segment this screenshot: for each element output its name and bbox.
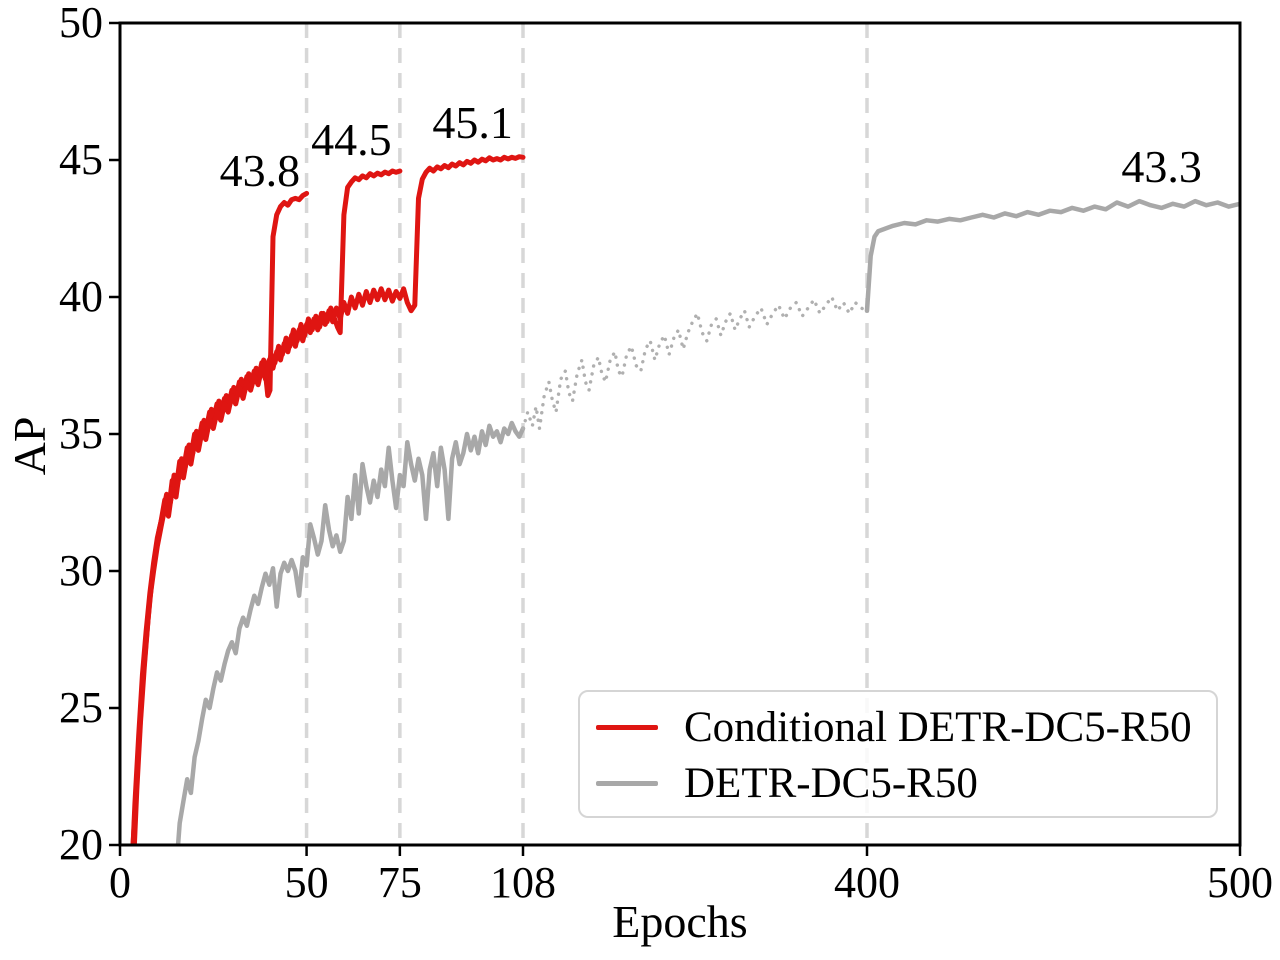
x-tick-label-400: 400 (834, 858, 900, 907)
x-tick-label-75: 75 (377, 858, 422, 907)
annotation-45.1: 45.1 (432, 97, 513, 148)
y-tick-label-35: 35 (59, 409, 103, 458)
series-line-1 (131, 168, 403, 845)
legend-swatch-red-line (596, 724, 658, 730)
legend-entry-conditional-detr: Conditional DETR-DC5-R50 (596, 699, 1216, 755)
x-tick-label-108: 108 (490, 858, 556, 907)
y-tick-label-50: 50 (59, 0, 103, 47)
legend-entry-detr: DETR-DC5-R50 (596, 755, 1216, 811)
x-axis-label: Epochs (612, 896, 748, 947)
x-tick-label-50: 50 (284, 858, 329, 907)
y-tick-label-25: 25 (59, 683, 103, 732)
series-line-2 (130, 154, 526, 845)
series-line-5 (864, 198, 1240, 313)
series-line-4 (521, 295, 869, 431)
annotation-44.5: 44.5 (311, 114, 392, 166)
y-tick-label-45: 45 (59, 135, 103, 184)
legend-swatch-gray-line (596, 780, 658, 786)
y-tick-label-30: 30 (59, 546, 103, 595)
x-tick-label-500: 500 (1207, 858, 1273, 907)
series-line-3 (175, 420, 526, 845)
annotation-43.3: 43.3 (1121, 140, 1202, 192)
legend: Conditional DETR-DC5-R50 DETR-DC5-R50 (578, 690, 1218, 818)
legend-label: Conditional DETR-DC5-R50 (684, 703, 1192, 751)
y-tick-label-40: 40 (59, 272, 103, 321)
legend-label: DETR-DC5-R50 (684, 759, 978, 807)
x-tick-label-0: 0 (109, 858, 131, 907)
annotation-43.8: 43.8 (219, 144, 301, 196)
y-tick-label-20: 20 (59, 820, 103, 869)
